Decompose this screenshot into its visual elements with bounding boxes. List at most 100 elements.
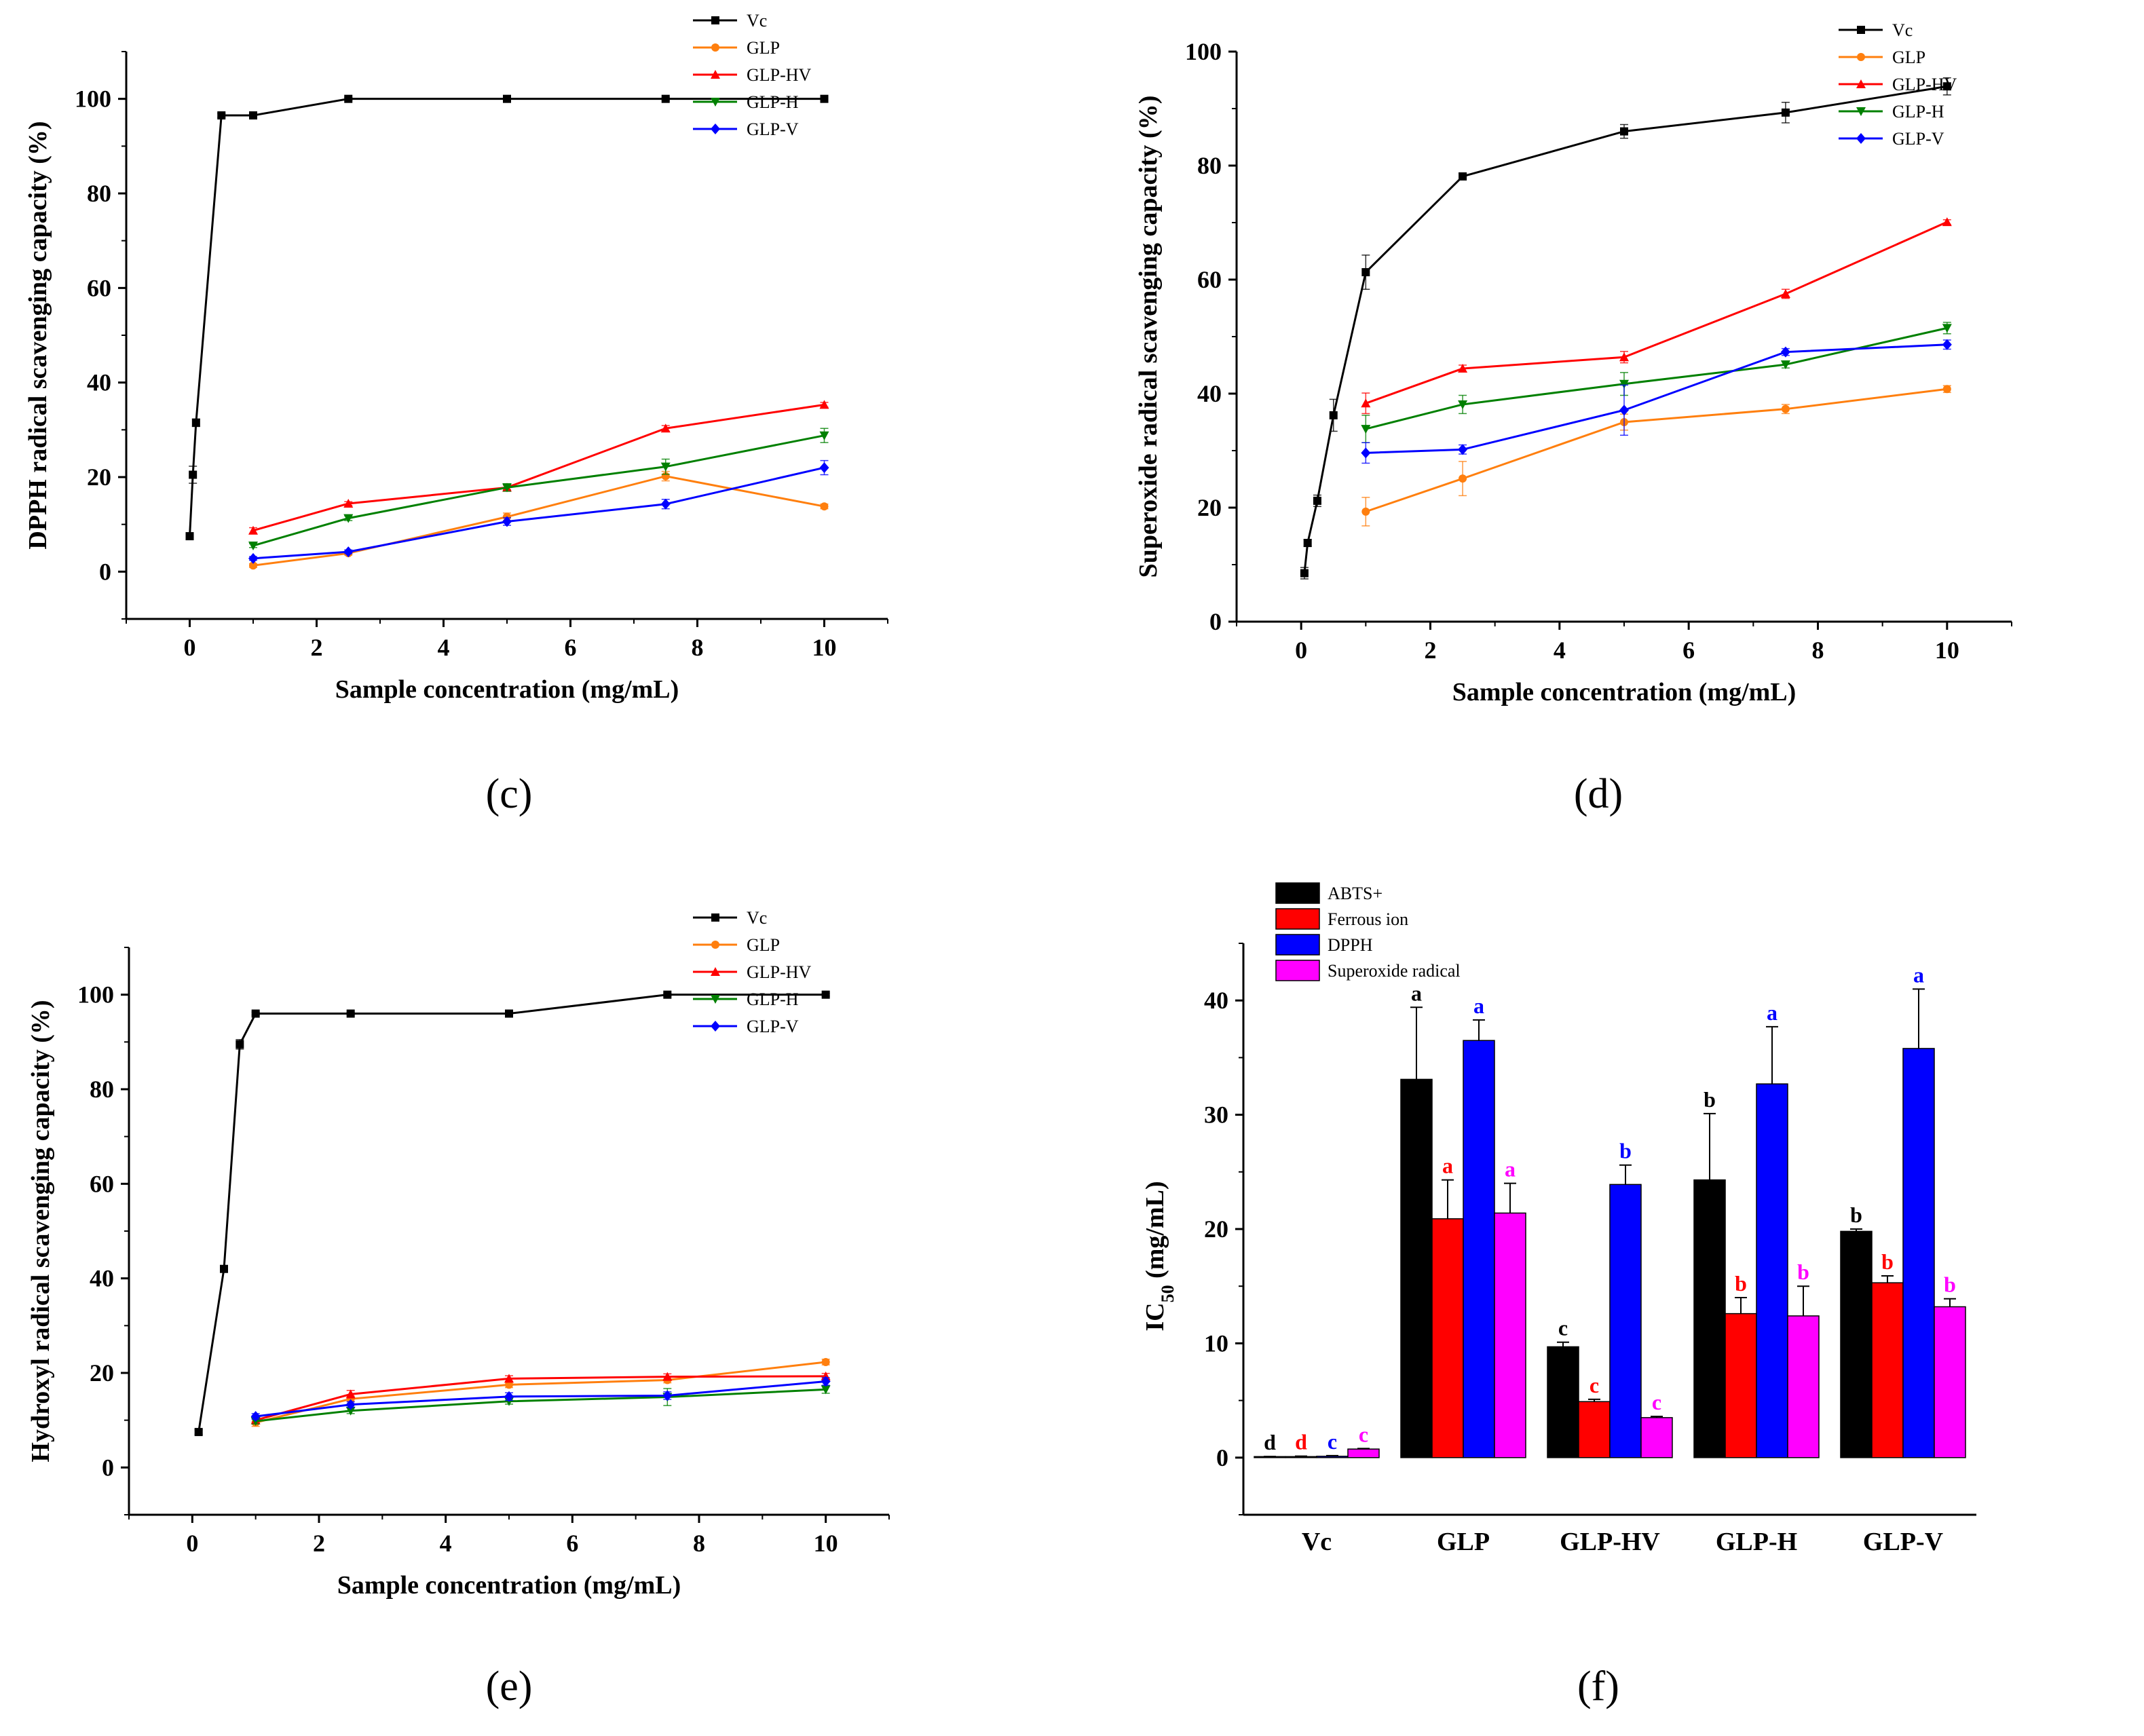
y-tick-label: 40	[87, 369, 111, 396]
data-point-glp-hv	[662, 1372, 673, 1381]
data-point-glp-hv	[248, 525, 258, 535]
significance-letter: d	[1295, 1430, 1307, 1454]
significance-letter: b	[1944, 1272, 1956, 1297]
legend-marker-vc	[1857, 26, 1865, 34]
y-tick-label: 100	[75, 86, 111, 113]
data-point-glp-v	[504, 1391, 514, 1402]
data-point-glp-hv	[660, 423, 671, 433]
data-point-vc	[1620, 127, 1628, 136]
legend-marker-vc	[711, 16, 719, 24]
data-point-vc	[503, 94, 511, 103]
data-point-vc	[220, 1264, 228, 1273]
data-point-glp-v	[819, 462, 829, 474]
legend-label-vc: Vc	[747, 908, 767, 928]
y-tick-label: 40	[1197, 380, 1222, 407]
legend-marker-glp-hv	[711, 967, 720, 976]
y-axis-title: Superoxide radical scavenging capacity (…	[1134, 96, 1163, 578]
bar-group-vc: Vcd d c c	[1254, 1422, 1380, 1556]
bar-superoxide-radical	[1934, 1306, 1966, 1458]
significance-letter: a	[1767, 1000, 1778, 1025]
y-tick-label: 60	[1197, 266, 1222, 293]
bar-superoxide-radical	[1494, 1212, 1526, 1458]
legend-label-dpph: DPPH	[1328, 935, 1373, 955]
data-point-glp-v	[660, 498, 671, 510]
data-point-glp-h	[345, 1406, 356, 1416]
data-point-vc	[821, 990, 830, 999]
significance-letter: b	[1881, 1249, 1894, 1274]
bar-dpph	[1756, 1083, 1788, 1458]
x-tick-label: 4	[438, 634, 450, 661]
series-glp-v	[1361, 339, 1952, 464]
data-point-glp	[820, 502, 829, 511]
legend-swatch-abts	[1275, 882, 1320, 904]
legend-marker-glp	[711, 941, 719, 949]
series-line-glp-hv	[1365, 221, 1948, 404]
panel-label-f: (f)	[1577, 1663, 1619, 1710]
data-point-glp-h	[819, 431, 829, 440]
y-tick-label: 10	[1204, 1329, 1228, 1357]
data-point-vc	[663, 990, 672, 999]
significance-letter: c	[1558, 1316, 1568, 1340]
data-point-vc	[249, 111, 257, 120]
legend-label-ferrous-ion: Ferrous ion	[1328, 909, 1408, 929]
legend-label-glp-hv: GLP-HV	[747, 65, 812, 85]
series-line-vc	[198, 994, 826, 1433]
x-tick-label: 6	[566, 1530, 578, 1557]
bar-superoxide-radical	[1347, 1448, 1380, 1458]
panel-label-d: (d)	[1574, 771, 1623, 817]
x-tick-label: 2	[311, 634, 323, 661]
series-line-glp-hv	[252, 403, 825, 532]
series-glp-hv	[250, 1371, 831, 1424]
bar-group-glp: GLP a a a a	[1400, 981, 1526, 1556]
data-point-glp-hv	[1361, 398, 1371, 408]
data-point-glp	[1942, 385, 1951, 394]
data-point-vc	[1329, 411, 1338, 419]
legend-marker-glp-hv	[1856, 79, 1866, 88]
y-tick-label: 40	[1204, 987, 1228, 1014]
data-point-glp-v	[1780, 346, 1790, 358]
data-point-vc	[251, 1009, 260, 1018]
data-point-glp-h	[343, 514, 354, 523]
data-point-glp-v	[502, 516, 512, 527]
legend-label-glp-hv: GLP-HV	[1892, 75, 1957, 94]
y-tick-label: 0	[102, 1454, 114, 1481]
bar-abts	[1840, 1230, 1873, 1458]
data-point-glp-h	[821, 1385, 831, 1395]
x-tick-label: 10	[814, 1530, 838, 1557]
y-tick-label: 20	[87, 464, 111, 491]
bar-abts	[1693, 1179, 1726, 1458]
data-point-vc	[344, 94, 353, 103]
x-tick-label: 0	[186, 1530, 198, 1557]
y-tick-label: 20	[1204, 1215, 1228, 1243]
data-point-vc	[346, 1009, 355, 1018]
data-point-glp-h	[1942, 324, 1952, 333]
series-glp	[251, 1357, 830, 1427]
legend-label-glp: GLP	[747, 935, 780, 955]
data-point-glp-hv	[1619, 352, 1629, 362]
data-point-glp-h	[502, 483, 512, 493]
significance-letter: c	[1359, 1422, 1368, 1446]
series-vc	[1300, 77, 1951, 580]
significance-letter: a	[1505, 1157, 1516, 1182]
legend: Vc GLP GLP-HV GLP-H GLP-V	[1839, 20, 1957, 149]
y-axis-title: DPPH radical scavenging capacity (%)	[24, 121, 52, 549]
data-point-vc	[505, 1009, 513, 1018]
legend-swatch-superoxide-radical	[1275, 960, 1320, 981]
data-point-vc	[1459, 172, 1467, 181]
legend-marker-glp	[711, 43, 719, 52]
y-axis-title-rest: (mg/mL)	[1141, 1181, 1169, 1285]
data-point-vc	[820, 94, 829, 103]
data-point-vc	[1361, 268, 1370, 277]
legend-label-glp: GLP	[747, 38, 780, 58]
data-point-glp-v	[1361, 447, 1371, 459]
significance-letter: b	[1704, 1087, 1716, 1112]
x-axis-title: Sample concentration (mg/mL)	[337, 1571, 681, 1600]
legend-label-vc: Vc	[747, 11, 767, 31]
series-vc	[194, 990, 830, 1437]
bar-dpph	[1902, 1048, 1935, 1458]
x-tick-label: 4	[440, 1530, 452, 1557]
x-category-label: GLP	[1437, 1528, 1490, 1556]
